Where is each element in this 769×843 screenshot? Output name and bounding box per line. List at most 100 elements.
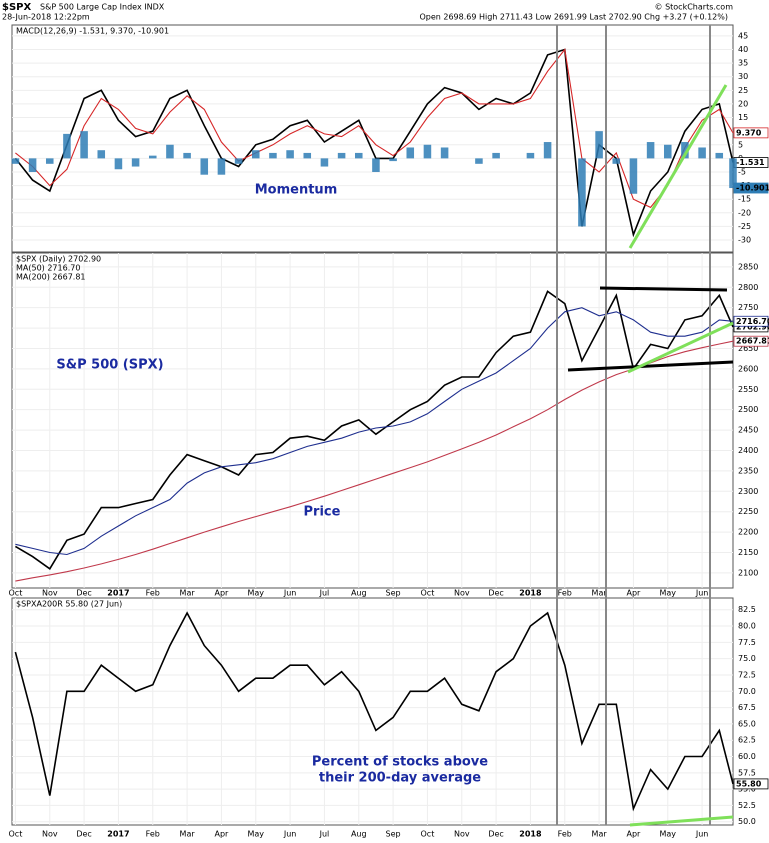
y-tick-label: 2800: [738, 283, 758, 292]
x-tick-label: Apr: [627, 830, 642, 839]
y-tick-label: 75.0: [738, 654, 756, 663]
y-tick-label: 2550: [738, 385, 758, 394]
y-tick-label: 60.0: [738, 752, 756, 761]
series-line: [14, 290, 734, 570]
histogram-bar: [131, 158, 140, 167]
y-tick-label: 2400: [738, 446, 758, 455]
plot-frame: [11, 252, 734, 589]
last-value-label: 55.80: [736, 779, 762, 788]
y-tick-label: 2850: [738, 262, 758, 271]
last-value-label: 2716.70: [736, 317, 769, 326]
histogram-bar: [663, 144, 672, 159]
histogram-bar: [148, 155, 157, 159]
histogram-bar: [303, 152, 312, 159]
y-tick-label: 2100: [738, 568, 758, 577]
x-tick-label: Aug: [351, 830, 367, 839]
y-tick-label: 52.5: [738, 801, 756, 810]
histogram-bar: [97, 150, 106, 159]
histogram-bar: [629, 158, 638, 194]
x-tick-label: Apr: [215, 830, 230, 839]
index-name: S&P 500 Large Cap Index INDX: [40, 3, 165, 12]
last-value-label: -1.531: [736, 158, 765, 167]
histogram-bar: [475, 158, 483, 164]
y-tick-label: 67.5: [738, 703, 756, 712]
series-line: [15, 340, 734, 582]
x-tick-label: Dec: [488, 589, 503, 598]
last-value-tag: [733, 315, 769, 327]
x-tick-label: Nov: [454, 589, 470, 598]
y-tick-label: 35: [738, 59, 748, 68]
histogram-bar: [729, 158, 737, 189]
x-tick-label: Mar: [592, 830, 608, 839]
x-tick-label: Sep: [386, 589, 401, 598]
trend-line: [627, 321, 734, 374]
histogram-bar: [200, 158, 209, 175]
x-tick-label: Feb: [146, 830, 160, 839]
legend-entry: MACD(12,26,9) -1.531, 9.370, -10.901: [16, 27, 169, 36]
annotation: S&P 500 (SPX): [56, 358, 163, 373]
y-tick-label: -30: [738, 236, 751, 245]
panels: 454035302520151050-5-10-15-20-25-30-1.53…: [9, 24, 769, 839]
last-value-label: 2702.90: [736, 322, 769, 331]
histogram-bar: [286, 150, 294, 159]
x-tick-label: May: [247, 830, 264, 839]
last-value-tag: [733, 778, 769, 790]
x-tick-label: Nov: [42, 589, 58, 598]
trend-line: [629, 815, 734, 827]
histogram-bar: [372, 158, 380, 172]
timestamp: 28-Jun-2018 12:22pm: [2, 13, 90, 22]
x-tick-label: 2018: [519, 589, 542, 598]
x-tick-label: 2018: [519, 830, 542, 839]
trend-line: [628, 84, 728, 249]
histogram-bar: [526, 152, 535, 159]
x-tick-label: Feb: [558, 830, 572, 839]
annotations: [556, 25, 734, 827]
x-tick-label: Jun: [283, 589, 297, 598]
histogram-bar: [406, 147, 415, 159]
y-tick-label: 2600: [738, 364, 758, 373]
y-tick-label: -5: [738, 167, 746, 176]
legend-entry: MA(200) 2667.81: [16, 273, 86, 282]
x-tick-label: Mar: [180, 589, 196, 598]
x-tick-label: Jul: [319, 830, 330, 839]
y-tick-label: 20: [738, 99, 748, 108]
histogram-bar: [681, 142, 689, 159]
x-tick-label: Dec: [76, 589, 91, 598]
last-value-label: -10.901: [736, 184, 769, 193]
x-tick-label: Feb: [558, 589, 572, 598]
x-tick-label: Jun: [283, 830, 297, 839]
trend-line: [599, 286, 728, 292]
x-tick-label: Nov: [454, 830, 470, 839]
plot-frame: [11, 597, 734, 826]
histogram-bar: [578, 158, 586, 227]
y-tick-label: 2150: [738, 548, 758, 557]
symbol: $SPX: [2, 2, 31, 13]
histogram-bar: [423, 144, 432, 159]
legend-entry: MA(50) 2716.70: [16, 264, 80, 273]
annotation: Price: [304, 505, 341, 520]
x-tick-label: Sep: [386, 830, 401, 839]
histogram-bar: [337, 152, 346, 159]
x-tick-label: 2017: [107, 830, 129, 839]
histogram-bar: [80, 131, 88, 159]
credit: © StockCharts.com: [655, 3, 734, 12]
histogram-bar: [114, 158, 123, 170]
y-tick-label: 65.0: [738, 719, 756, 728]
y-tick-label: -20: [738, 208, 751, 217]
series-line: [14, 611, 734, 812]
histogram-bar: [646, 142, 655, 159]
legend-entry: $SPX (Daily) 2702.90: [16, 255, 101, 264]
x-tick-label: Mar: [180, 830, 196, 839]
y-tick-label: 77.5: [738, 638, 756, 647]
x-tick-label: May: [659, 830, 676, 839]
last-value-label: 9.370: [736, 128, 762, 137]
x-tick-label: Dec: [76, 830, 91, 839]
histogram-bar: [11, 158, 20, 164]
x-tick-label: Dec: [488, 830, 503, 839]
histogram-bar: [440, 147, 449, 159]
histogram-bar: [715, 152, 724, 159]
x-tick-label: Mar: [592, 589, 608, 598]
histogram-bar: [389, 158, 397, 162]
x-tick-label: Feb: [146, 589, 160, 598]
